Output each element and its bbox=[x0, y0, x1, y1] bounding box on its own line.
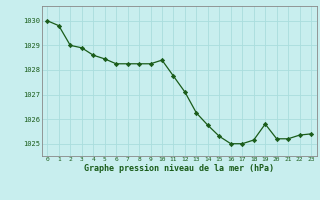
X-axis label: Graphe pression niveau de la mer (hPa): Graphe pression niveau de la mer (hPa) bbox=[84, 164, 274, 173]
